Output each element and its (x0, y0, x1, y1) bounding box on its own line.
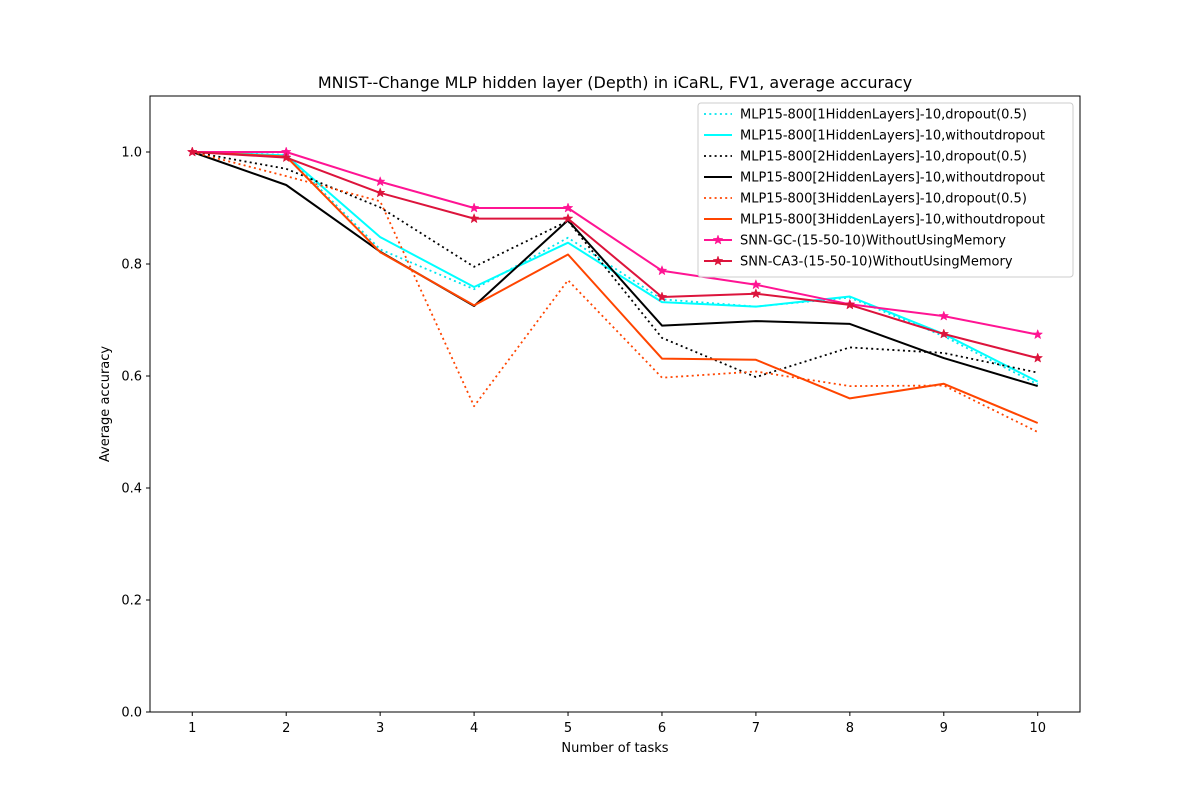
legend-entry: MLP15-800[1HiddenLayers]-10,dropout(0.5) (740, 108, 1027, 123)
y-tick-label: 1.0 (121, 146, 142, 161)
x-axis: 1 2 3 4 5 6 7 8 9 10 (188, 712, 1046, 736)
data-point-star (938, 310, 950, 321)
data-point-star (750, 287, 762, 299)
series-3 (192, 151, 1038, 379)
y-tick-label: 0.8 (121, 258, 142, 273)
legend-entry: MLP15-800[1HiddenLayers]-10,withoutdropo… (740, 129, 1045, 144)
legend: MLP15-800[1HiddenLayers]-10,dropout(0.5)… (697, 102, 1074, 278)
data-point-star (186, 146, 198, 157)
series-line (192, 151, 1039, 386)
x-tick-label: 4 (470, 721, 478, 736)
x-tick-label: 10 (1029, 721, 1046, 736)
legend-entry: MLP15-800[3HiddenLayers]-10,dropout(0.5) (740, 192, 1027, 207)
x-tick-label: 1 (188, 721, 196, 736)
x-tick-label: 7 (752, 721, 760, 736)
data-point-star (374, 187, 386, 198)
y-axis-label: Average accuracy (98, 346, 113, 462)
x-tick-label: 6 (658, 721, 666, 736)
series-line (192, 151, 1039, 424)
series-layer (186, 146, 1044, 433)
series-4 (191, 151, 1038, 388)
y-tick-label: 0.0 (121, 706, 142, 721)
series-line (192, 151, 1038, 379)
y-tick-label: 0.6 (121, 370, 142, 385)
y-tick-label: 0.2 (121, 594, 142, 609)
data-point-star (562, 202, 574, 213)
y-tick-label: 0.4 (121, 482, 142, 497)
x-axis-label: Number of tasks (561, 741, 668, 756)
data-point-star (1032, 352, 1044, 363)
chart-title: MNIST--Change MLP hidden layer (Depth) i… (318, 73, 912, 92)
y-axis: 0.0 0.2 0.4 0.6 0.8 1.0 (121, 146, 150, 721)
x-tick-label: 9 (940, 721, 948, 736)
plot-frame (149, 95, 1081, 713)
data-point-star (1032, 328, 1044, 340)
series-line (192, 151, 1038, 336)
x-tick-label: 2 (282, 721, 290, 736)
series-line (191, 151, 1038, 388)
data-point-star (750, 278, 762, 290)
x-tick-label: 3 (376, 721, 384, 736)
legend-marker (712, 255, 724, 266)
series-1 (192, 151, 1039, 386)
legend-entry: SNN-GC-(15-50-10)WithoutUsingMemory (740, 234, 1006, 249)
data-point-star (656, 291, 668, 302)
x-tick-label: 8 (846, 721, 854, 736)
series-line (192, 151, 1038, 360)
legend-entry: SNN-CA3-(15-50-10)WithoutUsingMemory (740, 255, 1013, 270)
data-point-star (468, 212, 480, 224)
legend-entry: MLP15-800[3HiddenLayers]-10,withoutdropo… (740, 213, 1045, 228)
data-point-star (562, 212, 574, 224)
legend-marker (712, 234, 724, 245)
legend-entry: MLP15-800[2HiddenLayers]-10,withoutdropo… (740, 171, 1045, 186)
series-6 (192, 151, 1039, 424)
data-point-star (844, 299, 856, 310)
legend-entry: MLP15-800[2HiddenLayers]-10,dropout(0.5) (740, 150, 1027, 165)
data-point-star (656, 264, 668, 276)
series-7 (186, 146, 1044, 340)
data-point-star (280, 151, 292, 163)
legend-box (697, 102, 1074, 278)
data-point-star (374, 175, 386, 187)
data-point-star (468, 202, 480, 213)
data-point-star (938, 328, 950, 339)
series-8 (186, 146, 1044, 363)
x-tick-label: 5 (564, 721, 572, 736)
